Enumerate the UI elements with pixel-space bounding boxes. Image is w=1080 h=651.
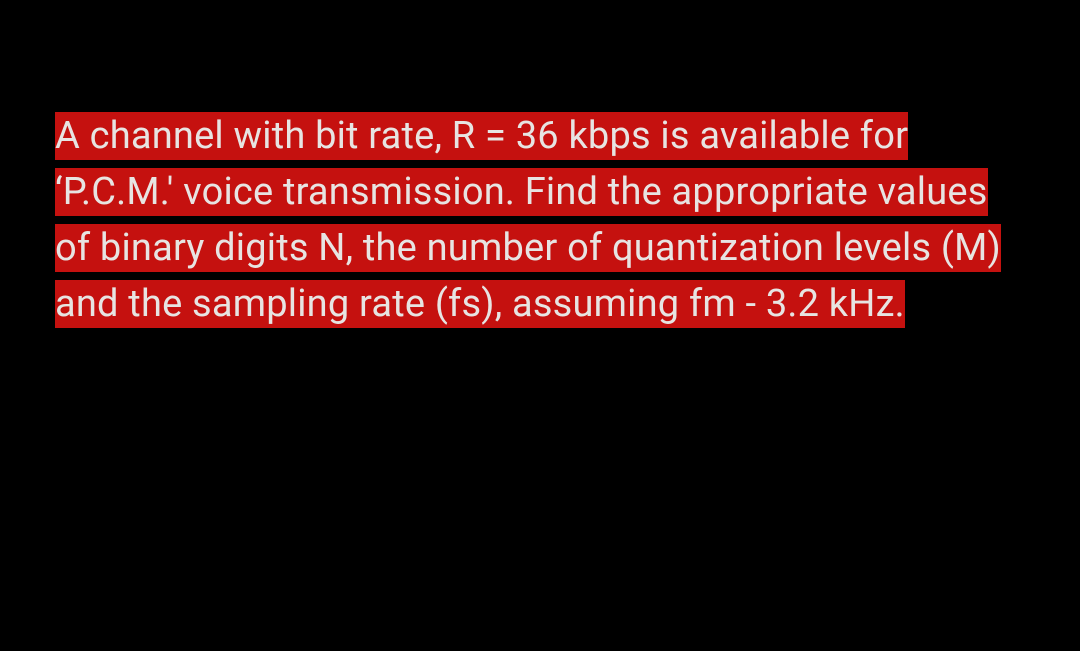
question-container: A channel with bit rate, R = 36 kbps is … — [55, 108, 1030, 332]
question-text: A channel with bit rate, R = 36 kbps is … — [55, 112, 1001, 328]
question-text-block: A channel with bit rate, R = 36 kbps is … — [55, 108, 1030, 332]
